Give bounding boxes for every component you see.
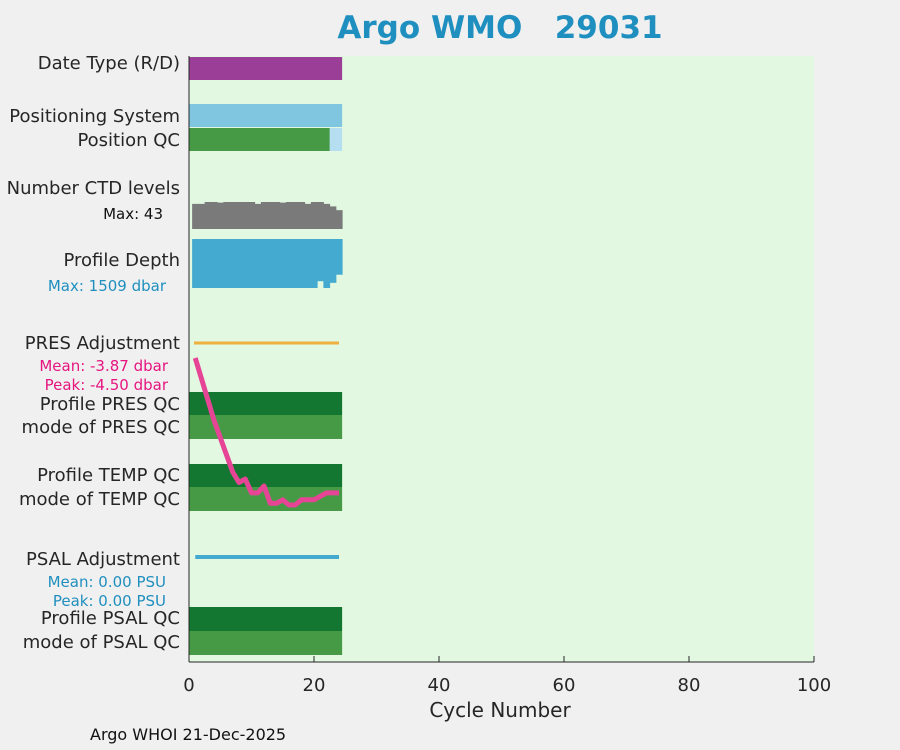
profile-depth-bar: [267, 239, 274, 288]
profile-depth-bar: [223, 239, 231, 288]
ctd-levels-bar: [310, 202, 318, 229]
ctd-levels-bar: [323, 203, 331, 229]
ctd-levels-bar: [217, 202, 224, 229]
ctd-levels-bar: [304, 203, 312, 229]
profile-depth-bar: [323, 239, 331, 288]
plot-background: [189, 56, 814, 662]
ctd-levels-bar: [292, 202, 299, 229]
ctd-levels-bar: [335, 210, 343, 229]
row-label-profile-depth: Profile Depth: [63, 250, 180, 271]
ctd-levels-bar: [210, 202, 218, 229]
ctd-levels-bar: [317, 202, 324, 229]
row-label-profile-temp-qc: Profile TEMP QC: [37, 465, 180, 486]
profile-depth-bar: [210, 239, 218, 288]
profile-depth-bar: [285, 239, 293, 288]
ctd-levels-bar: [285, 202, 293, 229]
x-tick-label: 40: [427, 675, 451, 696]
profile-depth-bar: [335, 239, 343, 275]
date-type-bar: [189, 57, 343, 80]
ctd-levels-bar: [204, 202, 212, 229]
row-label-profile-psal-qc: Profile PSAL QC: [40, 608, 180, 629]
row-label-positioning-system: Positioning System: [9, 106, 180, 127]
mode-psal-qc-bar: [189, 631, 343, 655]
profile-depth-bar: [329, 239, 337, 283]
psal-adjustment-peak: Peak: 0.00 PSU: [52, 592, 166, 610]
profile-depth-bar: [217, 239, 224, 288]
pres-adjustment-mean: Mean: -3.87 dbar: [39, 357, 168, 375]
ctd-levels-bar: [254, 203, 262, 229]
profile-psal-qc-bar: [189, 607, 343, 631]
psal-adjustment-mean: Mean: 0.00 PSU: [47, 573, 166, 591]
x-tick-label: 80: [677, 675, 701, 696]
profile-depth-bar: [298, 239, 306, 288]
position-qc-bar: [189, 128, 330, 151]
ctd-levels-bar: [192, 203, 199, 229]
ctd-levels-bar: [223, 202, 231, 229]
ctd-levels-bar: [267, 202, 274, 229]
row-label-pres-adjustment: PRES Adjustment: [24, 333, 180, 354]
profile-temp-qc-bar: [189, 464, 343, 487]
x-tick-label: 60: [552, 675, 576, 696]
profile-depth-bar: [310, 239, 318, 288]
profile-depth-bar: [317, 239, 324, 282]
row-label-ctd-levels: Number CTD levels: [6, 178, 180, 199]
profile-depth-bar: [260, 239, 268, 288]
profile-depth-bar: [273, 239, 281, 288]
x-tick-label: 100: [796, 675, 832, 696]
ctd-levels-bar: [273, 202, 281, 229]
positioning-system-bar: [189, 104, 343, 127]
ctd-levels-bar: [248, 202, 256, 229]
footer-credit: Argo WHOI 21-Dec-2025: [90, 725, 287, 744]
profile-depth-bar: [254, 239, 262, 288]
profile-depth-bar: [292, 239, 299, 288]
profile-depth-bar: [235, 239, 243, 288]
profile-depth-max: Max: 1509 dbar: [47, 277, 166, 295]
profile-depth-bar: [229, 239, 237, 288]
profile-depth-bar: [304, 239, 312, 288]
profile-depth-bar: [198, 239, 206, 288]
ctd-levels-bar: [329, 206, 337, 229]
ctd-levels-bar: [260, 202, 268, 229]
x-tick-label: 20: [302, 675, 326, 696]
ctd-levels-bar: [235, 202, 243, 229]
row-label-date-type: Date Type (R/D): [37, 53, 180, 74]
profile-pres-qc-bar: [189, 392, 343, 415]
row-label-mode-psal-qc: mode of PSAL QC: [22, 632, 180, 653]
row-label-psal-adjustment: PSAL Adjustment: [25, 549, 180, 570]
x-axis-label: Cycle Number: [429, 698, 571, 722]
profile-depth-bar: [242, 239, 249, 288]
profile-depth-bar: [192, 239, 199, 288]
profile-depth-bar: [204, 239, 212, 288]
row-label-position-qc: Position QC: [77, 130, 180, 151]
ctd-levels-bar: [298, 202, 306, 229]
ctd-levels-bar: [279, 202, 287, 229]
ctd-levels-max: Max: 43: [103, 205, 163, 223]
pres-adjustment-line: [192, 357, 339, 508]
ctd-levels-bar: [242, 202, 249, 229]
ctd-levels-bar: [198, 203, 206, 229]
row-label-mode-temp-qc: mode of TEMP QC: [18, 489, 180, 510]
row-label-profile-pres-qc: Profile PRES QC: [39, 394, 180, 415]
profile-depth-bar: [279, 239, 287, 288]
profile-depth-bar: [248, 239, 256, 288]
ctd-levels-bar: [229, 202, 237, 229]
row-label-mode-pres-qc: mode of PRES QC: [21, 417, 180, 438]
chart-title: Argo WMO 29031: [337, 10, 663, 46]
pres-adjustment-peak: Peak: -4.50 dbar: [44, 376, 168, 394]
x-tick-label: 0: [183, 675, 195, 696]
